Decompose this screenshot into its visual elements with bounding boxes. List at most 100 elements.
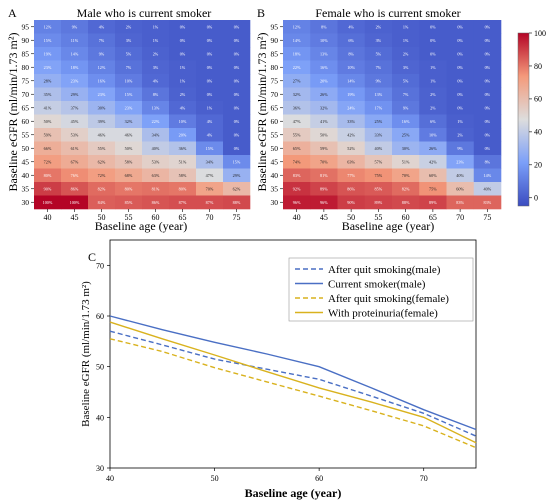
heatmap-b-cell <box>419 101 447 115</box>
heatmap-b-cell <box>446 141 475 156</box>
heatmap-b-cell <box>419 195 447 210</box>
heatmap-b-cell <box>446 60 475 75</box>
heatmap-a-cell <box>34 101 62 115</box>
heatmap-a-x-tick-label: 45 <box>71 213 79 222</box>
heatmap-a-cell-value: 62% <box>98 160 106 165</box>
heatmap-a-cell-value: 7% <box>99 38 105 43</box>
heatmap-b-cell <box>473 60 502 75</box>
heatmap-b-cell-value: 83% <box>456 200 464 205</box>
heatmap-a-y-tick-label: 80 <box>22 63 30 72</box>
heatmap-b-cell <box>310 182 338 196</box>
heatmap-a-cell <box>61 74 89 88</box>
heatmap-b-cell <box>337 74 366 88</box>
heatmap-a-cell-value: 0% <box>234 25 240 30</box>
heatmap-a-cell-value: 59% <box>44 133 52 138</box>
panel-label-c: C <box>88 250 96 264</box>
heatmap-b-cell-value: 88% <box>402 200 410 205</box>
heatmap-a-cell-value: 23% <box>98 92 106 97</box>
heatmap-b-cell-value: 0% <box>485 133 491 138</box>
heatmap-b-cell-value: 52% <box>347 146 355 151</box>
heatmap-b-cell-value: 26% <box>429 146 437 151</box>
heatmap-b-cell-value: 0% <box>485 106 491 111</box>
heatmap-b-cell-value: 14% <box>293 38 301 43</box>
heatmap-b-cell-value: 13% <box>375 92 383 97</box>
heatmap-a-y-tick-label: 85 <box>22 49 30 58</box>
heatmap-a-cell-value: 0% <box>207 92 213 97</box>
heatmap-b-cell <box>419 20 447 34</box>
heatmap-a-cell <box>88 60 116 75</box>
heatmap-a-cell-value: 0% <box>234 52 240 57</box>
heatmap-a-cell-value: 0% <box>207 38 213 43</box>
heatmap-a-cell <box>115 182 143 196</box>
heatmap-a-cell <box>142 60 170 75</box>
heatmap-a-cell-value: 50% <box>44 119 52 124</box>
heatmap-b-y-tick-label: 45 <box>271 157 279 166</box>
heatmap-b-cell-value: 70% <box>402 173 410 178</box>
heatmap-a-cell <box>142 47 170 61</box>
heatmap-a-cell <box>223 182 251 196</box>
heatmap-b-cell-value: 0% <box>457 38 463 43</box>
heatmap-b-cell-value: 75% <box>375 173 383 178</box>
heatmap-a-cell <box>196 101 224 115</box>
heatmap-b-cell <box>310 101 338 115</box>
heatmap-b-cell <box>364 60 393 75</box>
colorbar-tick-label: 60 <box>534 95 542 104</box>
heatmap-b-y-tick-label: 85 <box>271 49 279 58</box>
heatmap-a-cell <box>196 87 224 102</box>
heatmap-a-cell <box>61 155 89 169</box>
colorbar-tick-label: 20 <box>534 161 542 170</box>
legend-label: After quit smoking(male) <box>328 264 441 276</box>
line-chart-y-label: Baseline eGFR (ml/min/1.73 m²) <box>80 281 92 427</box>
heatmap-b-cell-value: 13% <box>320 52 328 57</box>
heatmap-b-cell-value: 26% <box>320 92 328 97</box>
heatmap-b-cell-value: 50% <box>320 133 328 138</box>
heatmap-b-cell <box>473 168 502 183</box>
heatmap-a-cell <box>169 182 197 196</box>
heatmap-a-cell-value: 1% <box>180 79 186 84</box>
heatmap-a-y-tick-label: 35 <box>22 184 30 193</box>
heatmap-a-cell <box>223 33 251 48</box>
heatmap-a-cell <box>142 20 170 34</box>
heatmap-b-cell <box>310 47 338 61</box>
heatmap-b-cell-value: 81% <box>320 173 328 178</box>
heatmap-b-cell <box>364 128 393 142</box>
heatmap-a-cell <box>223 195 251 210</box>
heatmap-a-cell-value: 29% <box>71 92 79 97</box>
heatmap-b-title: Female who is current smoker <box>315 6 460 20</box>
heatmap-b-cell <box>283 141 311 156</box>
heatmap-b-cell-value: 63% <box>347 160 355 165</box>
heatmap-a-cell-value: 0% <box>207 25 213 30</box>
heatmap-b-cell-value: 9% <box>376 79 382 84</box>
heatmap-a-cell-value: 12% <box>44 25 52 30</box>
heatmap-a-cell <box>142 101 170 115</box>
heatmap-b-cell-value: 6% <box>430 119 436 124</box>
heatmap-b-cell-value: 0% <box>457 65 463 70</box>
heatmap-a-cell-value: 4% <box>207 133 213 138</box>
heatmap-a-cell-value: 4% <box>153 79 159 84</box>
heatmap-a-cell <box>115 141 143 156</box>
heatmap-a-y-tick-label: 40 <box>22 171 30 180</box>
heatmap-b-cell <box>446 128 475 142</box>
heatmap-a-cell <box>61 87 89 102</box>
heatmap-a-cell <box>223 155 251 169</box>
heatmap-a-cell-value: 87% <box>179 200 187 205</box>
heatmap-b-cell <box>392 60 420 75</box>
heatmap-b-x-tick-label: 50 <box>347 213 355 222</box>
heatmap-a-cell-value: 58% <box>179 173 187 178</box>
heatmap-b-cell-value: 55% <box>293 133 301 138</box>
heatmap-b-cell <box>473 20 502 34</box>
heatmap-b-cell <box>364 141 393 156</box>
heatmap-b-cell <box>419 60 447 75</box>
y-tick-label: 40 <box>96 413 104 422</box>
heatmap-b-x-tick-label: 60 <box>402 213 410 222</box>
heatmap-a-cell <box>88 141 116 156</box>
heatmap-b-cell <box>337 47 366 61</box>
heatmap-a-cell-value: 9% <box>99 52 105 57</box>
heatmap-a-cell <box>34 128 62 142</box>
heatmap-a-cell <box>88 101 116 115</box>
heatmap-a-y-ticks: 95 90 85 80 75 70 65 60 55 50 45 40 35 30 <box>22 22 34 207</box>
heatmap-a-cell <box>61 195 89 210</box>
heatmap-a-x-tick-label: 55 <box>125 213 133 222</box>
heatmap-b-cell <box>310 33 338 48</box>
heatmap-a-cell <box>169 195 197 210</box>
